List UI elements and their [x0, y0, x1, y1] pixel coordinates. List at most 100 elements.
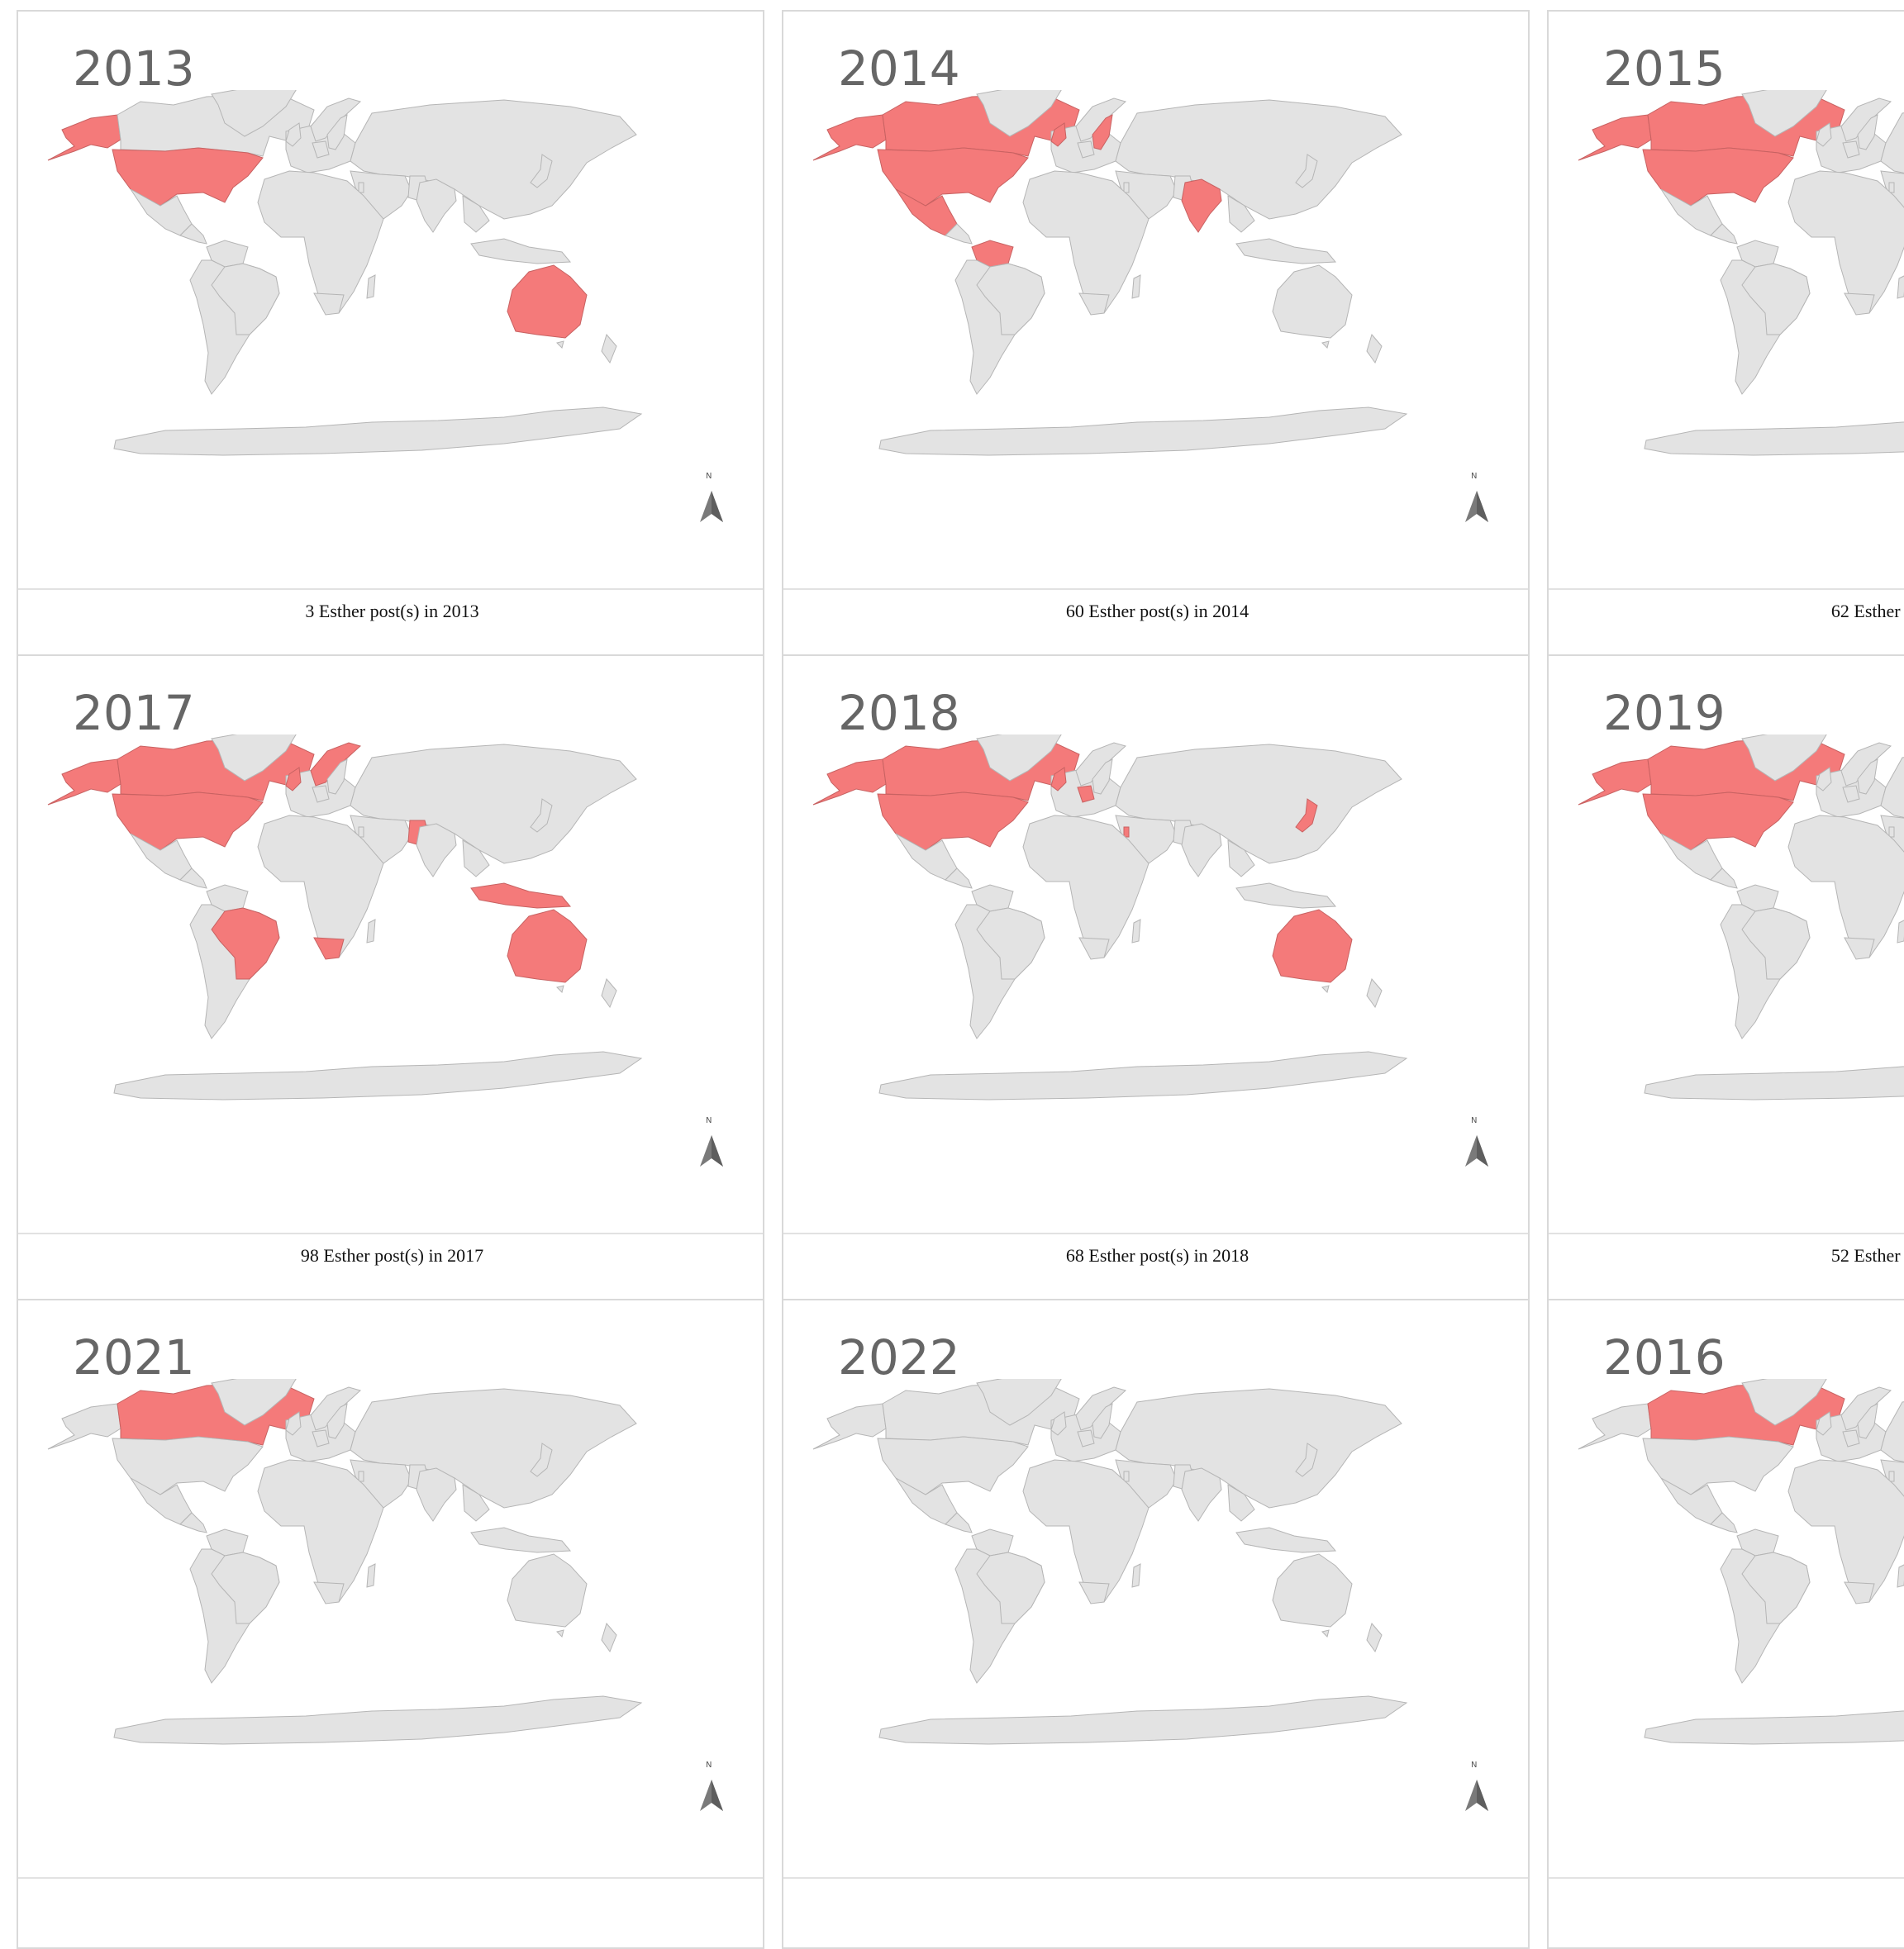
world-map[interactable]: [1572, 734, 1904, 1197]
land-central-america: [1710, 223, 1738, 245]
land-germany: [1842, 140, 1860, 159]
land-antarctica: [113, 406, 643, 456]
land-sweden: [1092, 114, 1113, 150]
map-panel: 2016: [1549, 1300, 1904, 1879]
land-germany: [1077, 140, 1095, 159]
land-south-africa: [1078, 937, 1110, 960]
land-south-africa: [313, 1581, 345, 1604]
land-indonesia: [470, 1527, 572, 1553]
map-panel: 2022: [783, 1300, 1528, 1879]
land-brazil: [1741, 263, 1811, 335]
land-central-america: [945, 868, 973, 889]
year-map-card[interactable]: 2019: [1547, 654, 1904, 1305]
land-madagascar: [1131, 1563, 1141, 1588]
land-germany: [1077, 785, 1095, 803]
land-israel: [358, 826, 364, 838]
year-label: 2013: [73, 40, 195, 97]
land-norway: [1075, 97, 1127, 142]
land-madagascar: [366, 274, 376, 299]
landmasses: [1578, 734, 1904, 1100]
land-antarctica: [1644, 1066, 1904, 1100]
landmasses: [47, 734, 643, 1100]
world-map[interactable]: [807, 1379, 1517, 1842]
land-madagascar: [366, 919, 376, 944]
land-new-zealand: [601, 977, 617, 1009]
landmasses: [47, 90, 643, 456]
world-map[interactable]: [41, 1379, 752, 1842]
year-label: 2017: [73, 685, 195, 741]
year-map-card[interactable]: 2015: [1547, 10, 1904, 660]
world-map[interactable]: [807, 90, 1517, 553]
map-panel: 2017: [18, 656, 763, 1234]
land-japan: [530, 154, 553, 188]
land-africa: [1787, 815, 1904, 958]
landmasses: [1578, 1379, 1904, 1745]
land-uk: [1816, 122, 1832, 147]
land-alaska: [1578, 1403, 1652, 1450]
land-south-africa: [313, 937, 345, 960]
land-uk: [1050, 122, 1067, 147]
land-new-zealand: [601, 1622, 617, 1653]
land-brazil: [1741, 907, 1811, 980]
land-us: [877, 791, 1029, 851]
land-antarctica: [113, 1695, 643, 1745]
year-label: 2021: [73, 1329, 195, 1386]
year-label: 2022: [838, 1329, 960, 1386]
land-us: [1642, 1436, 1794, 1495]
land-israel: [1888, 1471, 1895, 1482]
land-antarctica: [878, 1695, 1408, 1745]
land-central-america: [1710, 868, 1738, 889]
land-uk: [1050, 767, 1067, 791]
year-map-card[interactable]: 2017: [17, 654, 764, 1305]
year-map-card[interactable]: 2022: [782, 1299, 1530, 1949]
year-label: 2019: [1603, 685, 1726, 741]
land-southeast-asia: [462, 839, 490, 877]
land-alaska: [1578, 114, 1652, 161]
world-map[interactable]: [1572, 1379, 1904, 1842]
land-uk: [1816, 767, 1832, 791]
land-antarctica: [878, 406, 1408, 456]
map-panel: 2019: [1549, 656, 1904, 1234]
land-us: [877, 147, 1029, 207]
land-israel: [358, 1471, 364, 1482]
year-label: 2015: [1603, 40, 1726, 97]
world-map[interactable]: [1572, 90, 1904, 553]
north-arrow-icon: [1465, 1135, 1488, 1167]
land-alaska: [812, 758, 887, 806]
land-greenland: [1741, 90, 1827, 137]
land-us: [112, 1436, 264, 1495]
land-greenland: [976, 734, 1062, 782]
land-alaska: [47, 1403, 121, 1450]
land-brazil: [976, 263, 1045, 335]
world-map[interactable]: [41, 90, 752, 553]
land-indonesia: [1235, 238, 1337, 264]
land-south-africa: [1078, 292, 1110, 316]
land-sweden: [326, 758, 348, 795]
year-map-card[interactable]: 2014: [782, 10, 1530, 660]
land-us: [877, 1436, 1029, 1495]
world-map[interactable]: [807, 734, 1517, 1197]
land-israel: [358, 182, 364, 193]
land-africa: [257, 170, 384, 314]
year-map-card[interactable]: 2021: [17, 1299, 764, 1949]
post-count-caption: 60 Esther post(s) in 2014: [1065, 601, 1250, 621]
land-norway: [1075, 742, 1127, 787]
land-madagascar: [1131, 919, 1141, 944]
map-panel: 2018: [783, 656, 1528, 1234]
land-tasmania: [556, 985, 564, 993]
land-norway: [310, 742, 362, 787]
year-map-card[interactable]: 2013: [17, 10, 764, 660]
land-russia-asia: [1880, 112, 1904, 174]
land-southeast-asia: [462, 195, 490, 233]
year-map-card[interactable]: 2016: [1547, 1299, 1904, 1949]
land-india: [1181, 178, 1222, 233]
post-count-caption: 68 Esther post(s) in 2018: [1065, 1245, 1250, 1266]
world-map[interactable]: [41, 734, 752, 1197]
land-south-africa: [1844, 937, 1875, 960]
land-alaska: [812, 114, 887, 161]
land-tasmania: [1321, 985, 1330, 993]
land-japan: [1295, 798, 1318, 833]
year-map-card[interactable]: 2018: [782, 654, 1530, 1305]
land-antarctica: [1644, 421, 1904, 456]
land-japan: [530, 798, 553, 833]
